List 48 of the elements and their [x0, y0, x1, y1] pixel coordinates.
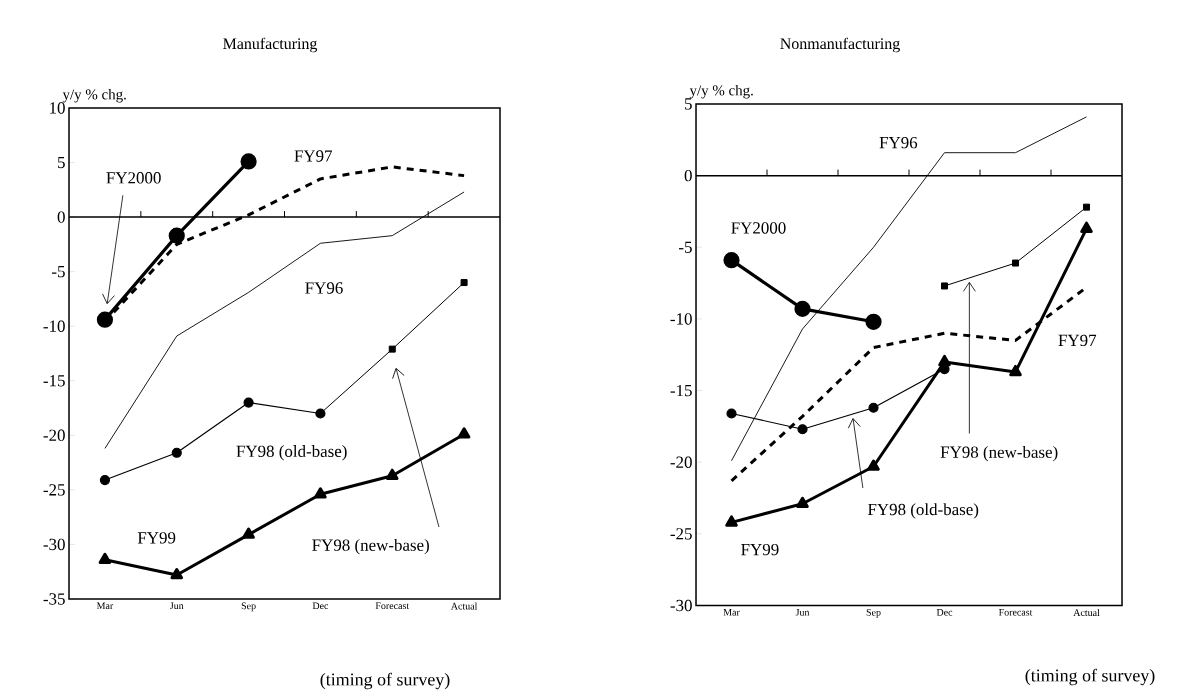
- y-tick-label: -25: [43, 484, 65, 496]
- x-axis-title: (timing of survey): [320, 672, 450, 690]
- y-tick-label: 5: [58, 156, 65, 169]
- series-label: FY96: [879, 136, 918, 149]
- text: FY98 (old-base): [867, 503, 979, 519]
- y-tick-label: -35: [43, 593, 65, 605]
- y-tick-label: -5: [52, 266, 65, 278]
- y-tick-label: -10: [670, 313, 692, 325]
- series-label: FY97: [294, 150, 333, 162]
- chart-title: Nonmanufacturing: [780, 37, 900, 53]
- x-tick-label: Sep: [866, 609, 881, 618]
- x-tick-label: Dec: [936, 609, 953, 616]
- x-tick-label: Jun: [795, 609, 810, 616]
- x-tick-label: Actual: [450, 602, 478, 610]
- y-tick-label: -15: [670, 384, 692, 397]
- y-tick-label: 0: [57, 211, 65, 223]
- x-axis-title: (timing of survey): [1025, 668, 1155, 686]
- text: FY2000: [106, 172, 161, 184]
- y-axis-title: y/y % chg.: [62, 88, 126, 103]
- series-label: FY98 (old-base): [236, 445, 347, 461]
- series-label: FY99: [137, 532, 176, 544]
- y-axis-title: y/y % chg.: [689, 84, 753, 99]
- x-tick-label: Mar: [96, 602, 114, 610]
- x-tick-label: Forecast: [998, 609, 1033, 616]
- x-tick-label: Actual: [1073, 608, 1100, 617]
- x-tick-label: Mar: [723, 609, 740, 616]
- series-label: FY2000: [731, 222, 786, 234]
- x-tick-label: Sep: [241, 602, 256, 612]
- y-tick-label: 10: [50, 102, 65, 114]
- x-tick-label: Dec: [312, 602, 329, 610]
- y-tick-label: 0: [684, 169, 692, 182]
- y-tick-label: -30: [670, 599, 692, 612]
- series-label: FY97: [1058, 334, 1097, 347]
- x-tick-label: Jun: [170, 602, 184, 610]
- x-tick-label: Forecast: [375, 602, 410, 610]
- y-tick-label: 5: [685, 98, 692, 110]
- y-tick-label: -10: [43, 320, 65, 332]
- text: FY98 (new-base): [940, 445, 1058, 462]
- y-tick-label: -20: [670, 456, 692, 468]
- chart-title: Manufacturing: [223, 37, 318, 53]
- y-tick-label: -30: [43, 538, 65, 551]
- series-label: FY99: [741, 543, 779, 556]
- y-tick-label: -5: [679, 241, 692, 253]
- y-tick-label: -20: [43, 429, 65, 442]
- y-tick-label: -25: [670, 528, 692, 540]
- y-tick-label: -15: [43, 375, 65, 387]
- text: FY98 (new-base): [312, 538, 429, 555]
- series-label: FY96: [305, 282, 343, 294]
